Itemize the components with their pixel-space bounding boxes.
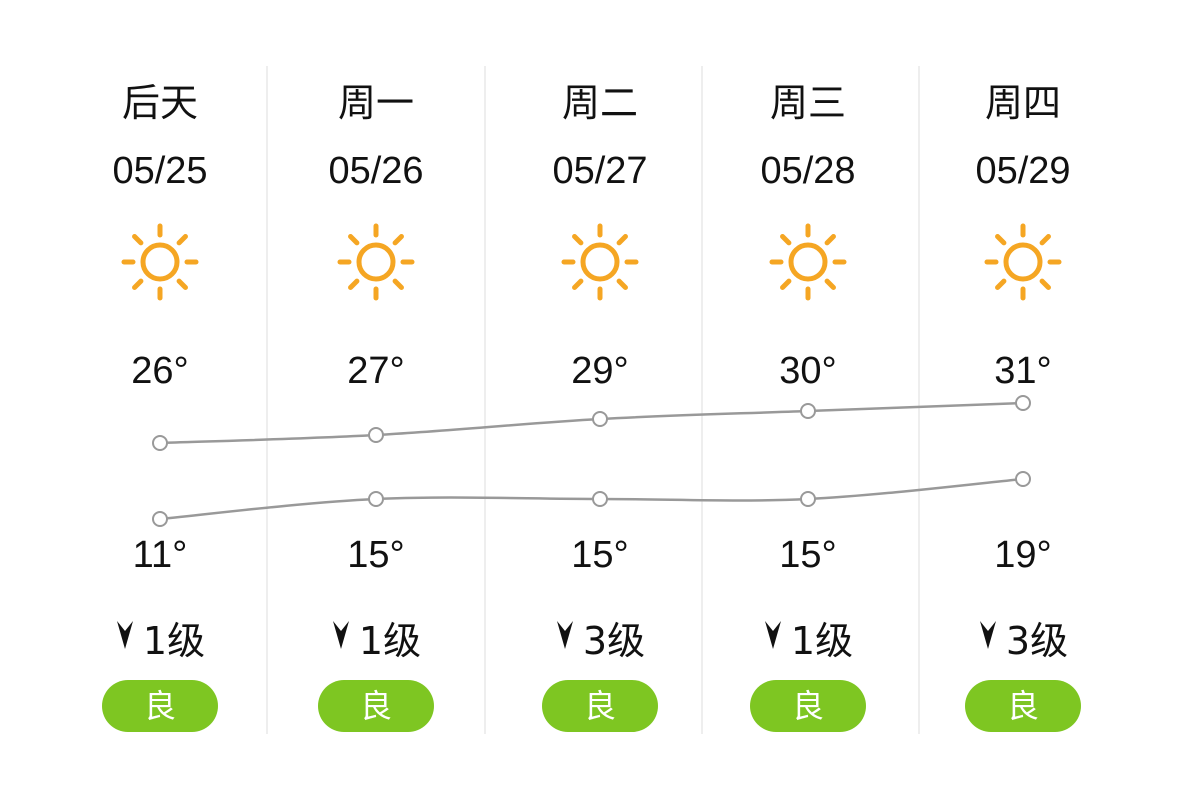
high-temp: 30° <box>779 350 837 392</box>
low-temp: 15° <box>779 534 837 576</box>
column-divider <box>266 66 268 734</box>
sun-icon <box>560 222 640 302</box>
aqi-badge: 良 <box>750 680 866 732</box>
day-label: 周一 <box>337 81 414 125</box>
high-temp: 27° <box>347 350 405 392</box>
wind: 3级 <box>918 610 1128 665</box>
day-label: 周三 <box>769 81 846 125</box>
sun-icon <box>768 222 848 302</box>
day-label: 周二 <box>561 81 638 125</box>
low-temp: 11° <box>132 534 188 576</box>
low-temp: 19° <box>994 534 1052 576</box>
sun-icon <box>120 222 200 302</box>
wind-level: 1级 <box>790 619 854 663</box>
aqi-badge: 良 <box>102 680 218 732</box>
high-temp: 31° <box>994 350 1052 392</box>
date-label: 05/27 <box>552 150 648 192</box>
date-label: 05/25 <box>112 150 208 192</box>
high-temp: 29° <box>571 350 629 392</box>
date-label: 05/26 <box>328 150 424 192</box>
wind-direction-icon <box>555 616 575 660</box>
low-temp: 15° <box>571 534 629 576</box>
sun-icon <box>983 222 1063 302</box>
wind-direction-icon <box>763 616 783 660</box>
column-divider <box>701 66 703 734</box>
wind-direction-icon <box>978 616 998 660</box>
day-column[interactable]: 周三 05/28 30° 15° 1级 良 <box>703 0 913 800</box>
wind-direction-icon <box>115 616 135 660</box>
day-column[interactable]: 周一 05/26 27° 15° 1级 良 <box>271 0 481 800</box>
column-divider <box>484 66 486 734</box>
day-column[interactable]: 后天 05/25 26° 11° 1级 良 <box>55 0 265 800</box>
wind-level: 1级 <box>142 619 206 663</box>
day-column[interactable]: 周四 05/29 31° 19° 3级 良 <box>918 0 1128 800</box>
aqi-badge: 良 <box>965 680 1081 732</box>
wind-level: 3级 <box>582 619 646 663</box>
day-label: 后天 <box>121 81 198 125</box>
wind: 1级 <box>55 610 265 665</box>
sun-icon <box>336 222 416 302</box>
wind-level: 3级 <box>1005 619 1069 663</box>
day-column[interactable]: 周二 05/27 29° 15° 3级 良 <box>495 0 705 800</box>
aqi-badge: 良 <box>542 680 658 732</box>
wind: 1级 <box>703 610 913 665</box>
low-temp: 15° <box>347 534 405 576</box>
wind: 1级 <box>271 610 481 665</box>
wind: 3级 <box>495 610 705 665</box>
aqi-badge: 良 <box>318 680 434 732</box>
wind-level: 1级 <box>358 619 422 663</box>
column-divider <box>918 66 920 734</box>
wind-direction-icon <box>331 616 351 660</box>
day-label: 周四 <box>984 81 1061 125</box>
high-temp: 26° <box>131 350 189 392</box>
date-label: 05/28 <box>760 150 856 192</box>
date-label: 05/29 <box>975 150 1071 192</box>
